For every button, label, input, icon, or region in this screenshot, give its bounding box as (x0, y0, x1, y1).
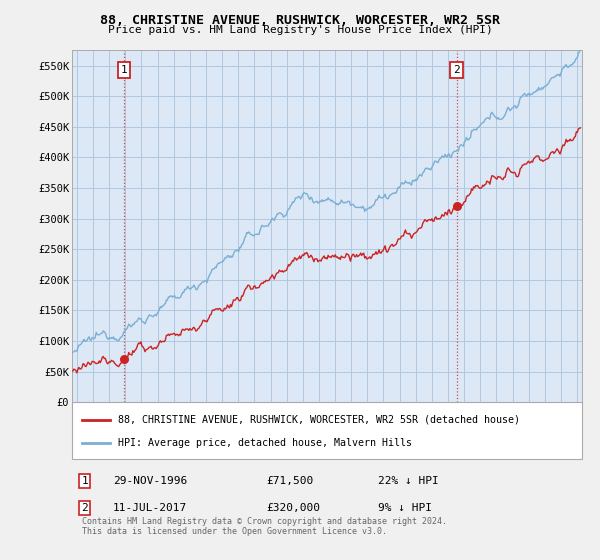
Text: 11-JUL-2017: 11-JUL-2017 (113, 503, 187, 513)
Text: £71,500: £71,500 (266, 476, 313, 486)
Text: 22% ↓ HPI: 22% ↓ HPI (378, 476, 439, 486)
Text: 88, CHRISTINE AVENUE, RUSHWICK, WORCESTER, WR2 5SR (detached house): 88, CHRISTINE AVENUE, RUSHWICK, WORCESTE… (118, 415, 520, 425)
Text: Contains HM Land Registry data © Crown copyright and database right 2024.
This d: Contains HM Land Registry data © Crown c… (82, 517, 447, 536)
Text: HPI: Average price, detached house, Malvern Hills: HPI: Average price, detached house, Malv… (118, 438, 412, 448)
Text: 2: 2 (82, 503, 88, 513)
Text: 2: 2 (453, 65, 460, 75)
Text: 88, CHRISTINE AVENUE, RUSHWICK, WORCESTER, WR2 5SR: 88, CHRISTINE AVENUE, RUSHWICK, WORCESTE… (100, 14, 500, 27)
Text: 1: 1 (82, 476, 88, 486)
Text: 9% ↓ HPI: 9% ↓ HPI (378, 503, 432, 513)
Text: £320,000: £320,000 (266, 503, 320, 513)
Text: 1: 1 (121, 65, 127, 75)
Text: Price paid vs. HM Land Registry's House Price Index (HPI): Price paid vs. HM Land Registry's House … (107, 25, 493, 35)
Text: 29-NOV-1996: 29-NOV-1996 (113, 476, 187, 486)
